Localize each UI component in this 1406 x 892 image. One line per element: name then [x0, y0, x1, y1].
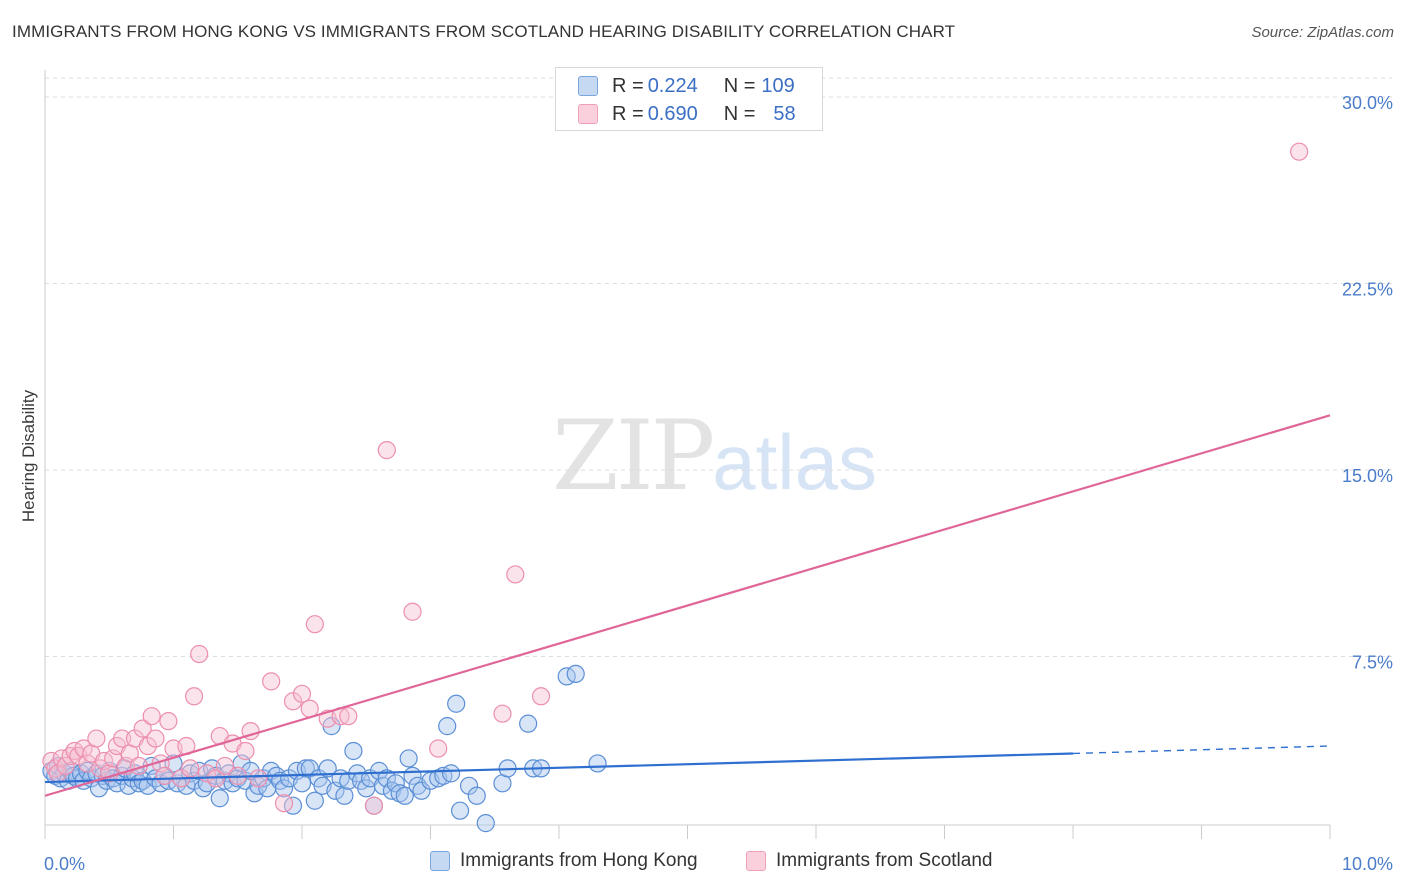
- legend-r-label: R =: [612, 74, 644, 97]
- watermark: ZIPatlas: [552, 400, 877, 512]
- data-point: [1290, 142, 1309, 161]
- y-tick-label: 30.0%: [1342, 93, 1393, 113]
- legend-item-scotland[interactable]: Immigrants from Scotland: [746, 850, 992, 872]
- data-point: [476, 814, 495, 833]
- y-axis-label: Hearing Disability: [19, 389, 38, 522]
- data-point: [133, 719, 152, 738]
- data-point: [395, 786, 414, 805]
- legend-n-value: 58: [773, 102, 796, 125]
- series-legend: Immigrants from Hong Kong Immigrants fro…: [0, 850, 1406, 880]
- data-point: [146, 729, 165, 748]
- data-point: [87, 729, 106, 748]
- data-point: [335, 786, 354, 805]
- data-point: [190, 644, 209, 664]
- legend-n-label: N =: [723, 102, 756, 125]
- legend-r-label: R =: [612, 102, 644, 125]
- legend-row-hong-kong: R = 0.224 N = 109: [578, 73, 795, 99]
- trend-line-scotland: [44, 414, 1331, 797]
- source-label: Source: ZipAtlas.com: [1251, 24, 1394, 41]
- data-point: [441, 764, 461, 783]
- legend-label: Immigrants from Hong Kong: [460, 850, 698, 871]
- stats-legend: R = 0.224 N = 109 R = 0.690 N = 58: [555, 67, 823, 131]
- data-point: [429, 739, 448, 758]
- data-point: [155, 766, 174, 785]
- data-point: [305, 791, 324, 810]
- data-point: [300, 759, 319, 778]
- legend-label: Immigrants from Scotland: [776, 850, 993, 871]
- data-point: [364, 796, 384, 815]
- y-tick-label: 15.0%: [1342, 466, 1393, 486]
- data-point: [588, 754, 607, 773]
- data-point: [138, 736, 157, 756]
- x-tick-label: 10.0%: [1342, 854, 1393, 874]
- trend-line-hong-kong-extension: [1072, 745, 1331, 755]
- legend-swatch-blue: [578, 76, 598, 96]
- legend-swatch-pink: [578, 104, 598, 124]
- data-point: [403, 602, 422, 621]
- data-point: [386, 774, 405, 793]
- data-point: [292, 684, 312, 703]
- data-point: [210, 789, 229, 808]
- data-point: [377, 441, 396, 460]
- y-tick-label: 7.5%: [1352, 653, 1393, 673]
- legend-item-hong-kong[interactable]: Immigrants from Hong Kong: [430, 850, 698, 872]
- legend-r-value: 0.690: [647, 102, 698, 125]
- data-point: [339, 707, 358, 726]
- chart-title: IMMIGRANTS FROM HONG KONG VS IMMIGRANTS …: [12, 22, 956, 41]
- x-tick-label: 0.0%: [44, 854, 85, 874]
- legend-n-label: N =: [723, 74, 756, 97]
- data-point: [305, 615, 324, 634]
- data-point: [399, 749, 418, 768]
- data-point: [56, 756, 75, 776]
- data-point: [262, 672, 281, 691]
- trend-lines: [44, 414, 1331, 797]
- data-point: [159, 712, 178, 731]
- data-point: [447, 694, 466, 713]
- data-point: [236, 741, 255, 761]
- data-point: [112, 729, 132, 748]
- data-point: [274, 779, 294, 798]
- tick-labels: 7.5% 15.0% 22.5% 30.0% 0.0% 10.0%: [44, 93, 1393, 874]
- data-point: [249, 769, 268, 788]
- data-point: [296, 759, 315, 778]
- grid-lines: [45, 77, 1392, 657]
- data-point: [506, 565, 525, 584]
- axes: [44, 70, 1331, 839]
- data-point: [370, 761, 389, 780]
- data-point: [184, 687, 204, 706]
- data-point: [566, 664, 585, 684]
- watermark-zip: ZIP: [552, 400, 715, 512]
- data-point: [438, 717, 457, 736]
- data-point: [531, 687, 551, 706]
- data-point: [459, 776, 479, 795]
- legend-swatch-pink: [746, 851, 766, 871]
- data-point: [318, 759, 337, 778]
- data-point: [142, 707, 161, 726]
- trend-line-hong-kong: [44, 752, 1074, 784]
- data-point: [344, 741, 363, 761]
- data-point: [493, 704, 512, 723]
- legend-swatch-blue: [430, 851, 450, 871]
- legend-n-value: 109: [761, 74, 795, 97]
- data-point: [274, 794, 294, 813]
- y-tick-label: 22.5%: [1342, 280, 1393, 300]
- data-point: [467, 786, 486, 805]
- data-point: [412, 781, 431, 800]
- data-point: [450, 801, 470, 820]
- legend-row-scotland: R = 0.690 N = 58: [578, 101, 796, 127]
- data-point: [181, 759, 200, 778]
- watermark-atlas: atlas: [712, 418, 877, 506]
- legend-r-value: 0.224: [647, 74, 698, 97]
- data-point: [215, 756, 234, 776]
- data-point: [519, 714, 538, 733]
- data-point: [292, 774, 312, 793]
